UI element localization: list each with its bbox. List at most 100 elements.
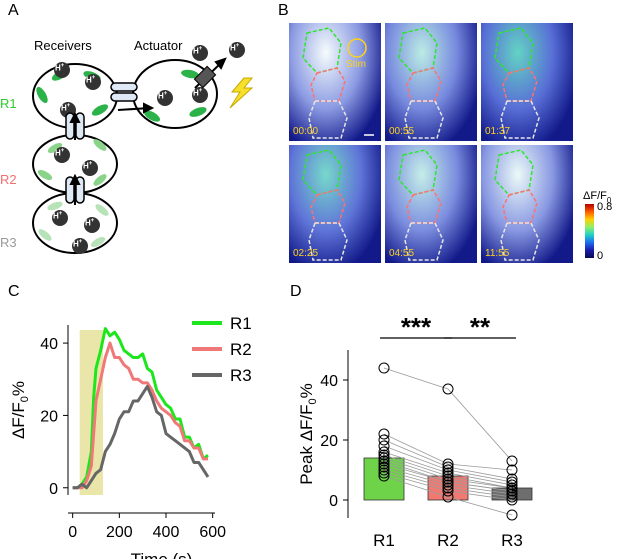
paired-line [383, 457, 513, 489]
colorbar-min: 0 [597, 250, 604, 262]
category-label: R2 [437, 531, 459, 550]
schematic-diagram [32, 42, 254, 254]
data-point [506, 494, 518, 506]
proton-label: H+ [73, 239, 83, 249]
paired-line [383, 475, 513, 516]
time-label: 00:55 [389, 126, 415, 137]
actuator-label: Actuator [134, 38, 183, 53]
data-point [378, 446, 390, 458]
proton-label: H+ [85, 218, 95, 228]
data-point [506, 491, 518, 503]
panel-letter-d: D [290, 283, 302, 300]
cell-label-r3: R3 [0, 235, 17, 250]
data-point [378, 362, 390, 374]
proton-label: H+ [83, 161, 93, 171]
data-point [378, 470, 390, 482]
proton-superscript: + [235, 43, 240, 49]
data-point [506, 464, 518, 476]
data-point [506, 479, 518, 491]
proton-label: H+ [86, 75, 96, 85]
significance-label: *** [401, 312, 432, 342]
y-tick-label: 40 [320, 373, 338, 390]
imaging-frame: Stim 00:00 [288, 22, 382, 142]
y-tick-label: 20 [320, 433, 338, 450]
roi-outlines [398, 27, 444, 139]
proton-group [52, 42, 245, 254]
paired-line [383, 472, 513, 501]
proton-superscript: + [78, 239, 83, 245]
x-tick-label: 600 [199, 524, 226, 541]
data-point [442, 485, 454, 497]
y-tick-label: 20 [40, 408, 58, 425]
line-chart: 020400200400600R1R2R3Time (s)ΔF/F0% [9, 314, 252, 559]
data-point [442, 464, 454, 476]
imaging-frame: 11:55 [480, 144, 574, 264]
sensor-group-r2 [37, 139, 107, 186]
paired-line [383, 433, 513, 471]
paired-line [383, 367, 513, 462]
x-tick-label: 200 [106, 524, 133, 541]
time-label: 11:55 [485, 248, 510, 259]
roi-outlines [494, 27, 540, 139]
proton-superscript: + [58, 211, 63, 217]
data-point [442, 470, 454, 482]
data-point [442, 482, 454, 494]
paired-line [383, 466, 513, 495]
cell-label-r2: R2 [0, 172, 17, 187]
panel-letter-c: C [8, 283, 20, 300]
imaging-frame: 00:55 [384, 22, 478, 142]
paired-line [383, 445, 513, 483]
colorbar-max: 0.8 [597, 201, 613, 213]
data-point [442, 491, 454, 503]
paired-line [383, 454, 513, 489]
proton-superscript: + [66, 103, 71, 109]
data-point [442, 473, 454, 485]
data-point [442, 479, 454, 491]
proton-superscript: + [88, 161, 93, 167]
proton-superscript: + [60, 148, 65, 154]
proton-superscript: + [90, 218, 95, 224]
proton-superscript: + [198, 88, 203, 94]
data-point [378, 464, 390, 476]
paired-line [383, 469, 513, 498]
data-point [506, 482, 518, 494]
legend-label: R2 [230, 340, 252, 359]
data-point [378, 440, 390, 452]
proton-label: H+ [158, 91, 168, 101]
flux-arrows [69, 57, 227, 205]
data-point [442, 476, 454, 488]
time-label: 02:25 [293, 248, 319, 259]
y-axis-label: Peak ΔF/F0% [297, 383, 319, 485]
data-point [378, 449, 390, 461]
legend-label: R1 [230, 314, 252, 333]
paired-line [383, 463, 513, 492]
roi-outlines [302, 27, 374, 139]
panel-letter-b: B [278, 2, 289, 19]
roi-outlines [494, 149, 540, 261]
y-axis-label: ΔF/F0% [9, 381, 31, 439]
data-point [442, 383, 454, 395]
sensor-group-r3 [38, 201, 109, 248]
data-point [506, 509, 518, 521]
data-point [442, 458, 454, 470]
time-label: 00:00 [293, 126, 319, 137]
imaging-frame: 04:55 [384, 144, 478, 264]
x-tick-label: 0 [68, 524, 77, 541]
y-tick-label: 0 [49, 481, 58, 498]
channel-r1-r2 [65, 112, 85, 140]
data-point [506, 476, 518, 488]
data-point [506, 473, 518, 485]
data-point [378, 452, 390, 464]
category-label: R3 [501, 531, 523, 550]
paired-line [383, 439, 513, 480]
data-point [506, 488, 518, 500]
receivers-label: Receivers [34, 38, 92, 53]
proton-label: H+ [53, 211, 63, 221]
category-label: R1 [373, 531, 395, 550]
data-point [378, 461, 390, 473]
significance-label: ** [470, 312, 491, 342]
data-point [442, 461, 454, 473]
roi-outlines [398, 149, 444, 261]
proton-superscript: + [91, 75, 96, 81]
proton-label: H+ [55, 63, 65, 73]
